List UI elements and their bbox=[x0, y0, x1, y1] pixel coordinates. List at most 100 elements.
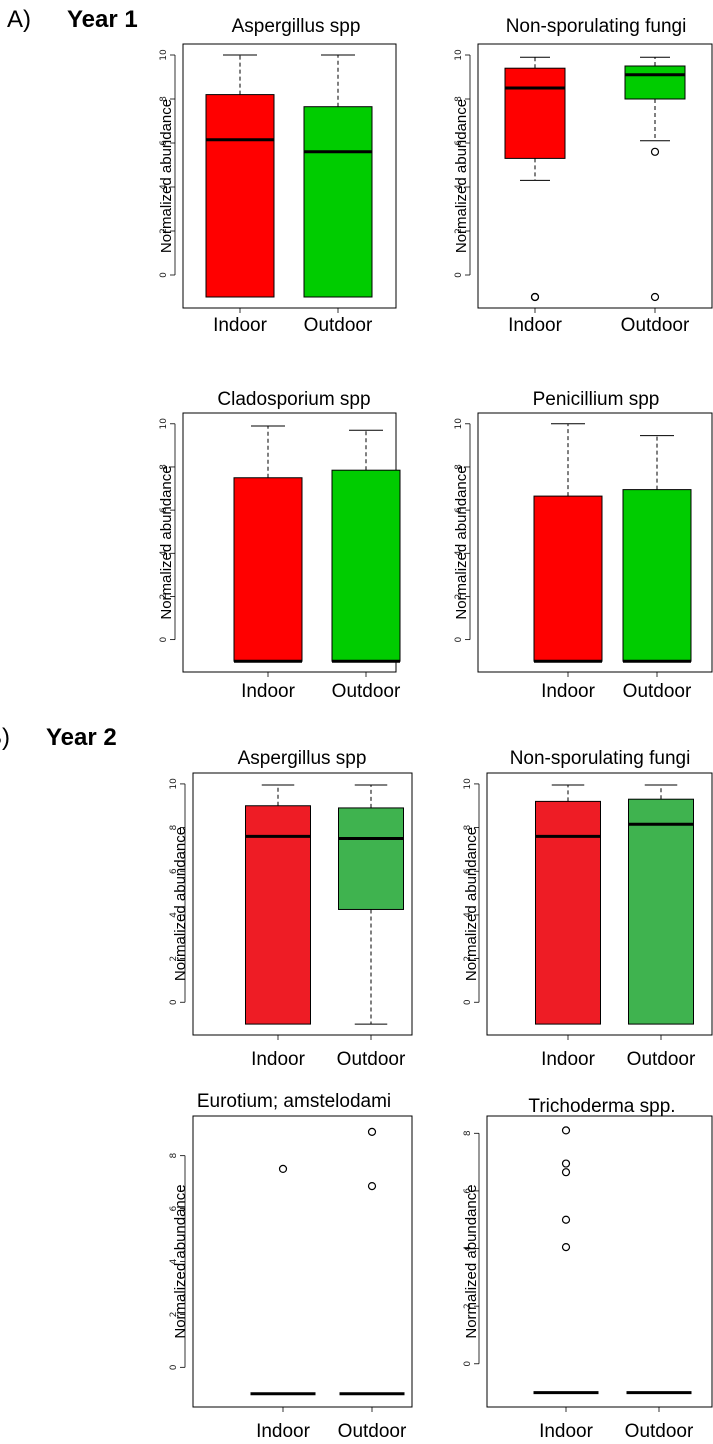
x-tick-label-outdoor: Outdoor bbox=[627, 1049, 696, 1070]
y-axis-label: Normalized abundance bbox=[453, 465, 470, 619]
y-tick-label: 2 bbox=[454, 228, 464, 234]
y-tick-label: 8 bbox=[463, 824, 473, 830]
panel-title: Eurotium; amstelodami bbox=[197, 1091, 391, 1112]
box-outdoor bbox=[628, 798, 694, 1025]
y-tick-label: 10 bbox=[159, 49, 169, 61]
outlier-point-indoor bbox=[561, 1242, 571, 1252]
x-tick-label-outdoor: Outdoor bbox=[332, 681, 401, 702]
section-b-letter: B) bbox=[0, 724, 10, 751]
box-indoor bbox=[245, 805, 311, 1025]
y-tick-label: 10 bbox=[454, 418, 464, 430]
panel-title: Penicillium spp bbox=[533, 389, 660, 410]
y-tick-label: 6 bbox=[159, 140, 169, 146]
y-tick-label: 4 bbox=[169, 1258, 179, 1264]
plot-frame bbox=[192, 772, 413, 1036]
outlier-point-outdoor bbox=[367, 1127, 377, 1136]
y-axis-label: Normalized abundance bbox=[172, 827, 189, 981]
panel-title: Cladosporium spp bbox=[217, 389, 370, 410]
y-tick-label: 2 bbox=[159, 228, 169, 234]
y-tick-label: 6 bbox=[169, 868, 179, 874]
y-tick-label: 8 bbox=[454, 464, 464, 470]
x-tick-label-indoor: Indoor bbox=[541, 681, 596, 702]
box-indoor bbox=[233, 477, 303, 662]
box-outdoor bbox=[303, 106, 373, 298]
box-plot-panel-3: Cladosporium spp 0 2 4 6 8 10 Normalized abunda… bbox=[158, 389, 401, 702]
x-tick-label-indoor: Indoor bbox=[539, 1421, 594, 1442]
section-b-label: B) Year 2 bbox=[0, 724, 117, 752]
plot-frame bbox=[182, 43, 397, 309]
y-tick-label: 10 bbox=[463, 778, 473, 790]
y-tick-label: 0 bbox=[454, 636, 464, 642]
y-tick-label: 0 bbox=[463, 1361, 473, 1367]
y-tick-label: 8 bbox=[169, 824, 179, 830]
y-tick-label: 2 bbox=[463, 1303, 473, 1309]
y-tick-label: 4 bbox=[463, 1245, 473, 1251]
outlier-point-outdoor bbox=[367, 1182, 377, 1191]
y-axis-label: Normalized abundance bbox=[172, 1184, 189, 1338]
y-tick-label: 6 bbox=[454, 140, 464, 146]
section-a-label: A) Year 1 bbox=[7, 6, 138, 34]
box-outdoor bbox=[331, 469, 401, 662]
y-tick-label: 4 bbox=[159, 184, 169, 190]
box-plot-panel-2: Non-sporulating fungi 0 2 4 6 8 10 Normalized a… bbox=[453, 16, 713, 336]
plot-frame bbox=[192, 1115, 413, 1408]
y-tick-label: 2 bbox=[169, 1312, 179, 1318]
y-tick-label: 6 bbox=[463, 1188, 473, 1194]
x-tick-label-indoor: Indoor bbox=[508, 315, 563, 336]
y-tick-label: 4 bbox=[463, 912, 473, 918]
y-tick-label: 6 bbox=[454, 507, 464, 513]
y-tick-label: 6 bbox=[159, 507, 169, 513]
box-outdoor bbox=[624, 65, 686, 100]
outlier-point-outdoor bbox=[650, 292, 660, 302]
box-plot-panel-1: Aspergillus spp 0 2 4 6 8 10 Normalized abundan… bbox=[158, 16, 397, 336]
y-axis-label: Normalized abundance bbox=[463, 1184, 480, 1338]
box-indoor bbox=[533, 495, 603, 662]
plot-frame bbox=[486, 772, 713, 1036]
y-tick-label: 0 bbox=[159, 636, 169, 642]
y-tick-label: 10 bbox=[159, 418, 169, 430]
y-tick-label: 0 bbox=[159, 272, 169, 278]
y-tick-label: 0 bbox=[454, 272, 464, 278]
section-a-title: Year 1 bbox=[67, 6, 138, 33]
y-tick-label: 2 bbox=[454, 594, 464, 600]
y-tick-label: 10 bbox=[454, 49, 464, 61]
y-tick-label: 8 bbox=[463, 1130, 473, 1136]
plot-frame bbox=[477, 43, 713, 309]
box-indoor bbox=[535, 800, 601, 1025]
section-b-title: Year 2 bbox=[46, 724, 117, 751]
box-outdoor bbox=[622, 489, 692, 662]
section-a-letter: A) bbox=[7, 6, 31, 33]
panel-title: Non-sporulating fungi bbox=[510, 748, 691, 769]
y-axis-label: Normalized abundance bbox=[463, 827, 480, 981]
y-tick-label: 0 bbox=[169, 999, 179, 1005]
x-tick-label-indoor: Indoor bbox=[256, 1421, 311, 1442]
y-tick-label: 2 bbox=[159, 594, 169, 600]
y-tick-label: 8 bbox=[169, 1153, 179, 1159]
panel-title: Aspergillus spp bbox=[232, 16, 361, 37]
box-plot-panel-8: Trichoderma spp. 0 2 4 6 8 Normalized abundanc… bbox=[463, 1096, 713, 1442]
outlier-point-outdoor bbox=[650, 147, 660, 156]
y-axis-label: Normalized abundance bbox=[158, 465, 175, 619]
box-outdoor bbox=[338, 807, 404, 910]
x-tick-label-indoor: Indoor bbox=[251, 1049, 306, 1070]
y-tick-label: 8 bbox=[159, 464, 169, 470]
x-tick-label-outdoor: Outdoor bbox=[621, 315, 690, 336]
y-tick-label: 2 bbox=[463, 956, 473, 962]
panel-title: Trichoderma spp. bbox=[528, 1096, 675, 1117]
x-tick-label-outdoor: Outdoor bbox=[337, 1049, 406, 1070]
y-tick-label: 10 bbox=[169, 778, 179, 790]
box-plot-panel-5: Aspergillus spp 0 2 4 6 8 10 Normalized abundan… bbox=[169, 748, 413, 1070]
x-tick-label-indoor: Indoor bbox=[213, 315, 268, 336]
box-indoor bbox=[205, 94, 275, 298]
outlier-point-indoor bbox=[561, 1126, 571, 1135]
outlier-point-indoor bbox=[278, 1164, 288, 1174]
x-tick-label-indoor: Indoor bbox=[241, 681, 296, 702]
x-tick-label-outdoor: Outdoor bbox=[625, 1421, 694, 1442]
y-tick-label: 6 bbox=[463, 868, 473, 874]
x-tick-label-outdoor: Outdoor bbox=[338, 1421, 407, 1442]
y-axis-label: Normalized abundance bbox=[453, 99, 470, 253]
y-tick-label: 6 bbox=[169, 1205, 179, 1211]
y-tick-label: 4 bbox=[454, 184, 464, 190]
y-tick-label: 0 bbox=[463, 999, 473, 1005]
